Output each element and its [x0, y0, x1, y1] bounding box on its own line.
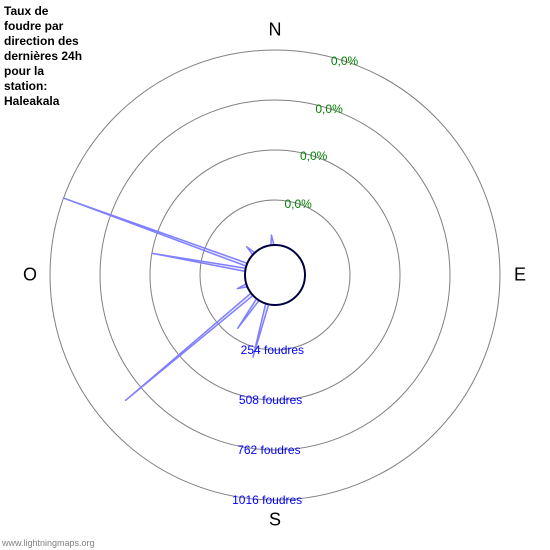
ring-label-percent: 0,0% [331, 54, 358, 68]
ring-label-count: 508 foudres [239, 393, 302, 407]
polar-chart-container: { "title_lines": ["Taux de","foudre par"… [0, 0, 550, 550]
cardinal-label: E [514, 265, 526, 286]
ring-label-percent: 0,0% [315, 102, 342, 116]
cardinal-label: O [23, 265, 37, 286]
footer-credit: www.lightningmaps.org [2, 538, 95, 548]
chart-title: Taux defoudre pardirection desdernières … [4, 4, 94, 109]
ring-label-percent: 0,0% [300, 149, 327, 163]
cardinal-label: N [269, 20, 282, 41]
cardinal-label: S [269, 510, 281, 531]
ring-label-percent: 0,0% [284, 197, 311, 211]
ring-label-count: 1016 foudres [232, 493, 302, 507]
ring-label-count: 254 foudres [241, 343, 304, 357]
ring-label-count: 762 foudres [237, 443, 300, 457]
